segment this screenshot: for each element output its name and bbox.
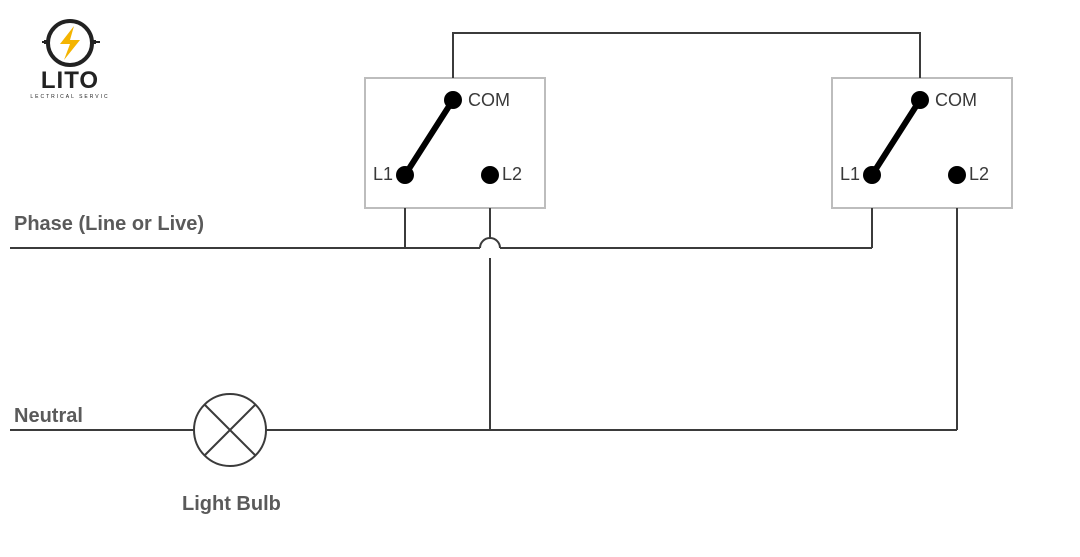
logo-brand-text: LITO — [41, 67, 99, 94]
switch1-l1-label: L1 — [373, 164, 393, 184]
switch2-l2-terminal — [948, 166, 966, 184]
switch2-l1-terminal — [863, 166, 881, 184]
switch1-l1-terminal — [396, 166, 414, 184]
switch1-l2-terminal — [481, 166, 499, 184]
switch2-l1-label: L1 — [840, 164, 860, 184]
switch2-com-terminal — [911, 91, 929, 109]
switch1-l2-label: L2 — [502, 164, 522, 184]
neutral-label: Neutral — [14, 405, 83, 427]
switch1-com-terminal — [444, 91, 462, 109]
phase-line — [10, 238, 872, 248]
two-way-switch-2: COM L1 L2 — [832, 78, 1012, 208]
bulb-label: Light Bulb — [182, 493, 281, 515]
switch2-l2-label: L2 — [969, 164, 989, 184]
light-bulb-symbol — [194, 394, 266, 466]
switch1-com-label: COM — [468, 90, 510, 110]
brand-logo: LITO ELECTRICAL SERVICE — [30, 18, 110, 98]
switch2-com-label: COM — [935, 90, 977, 110]
logo-subtitle: ELECTRICAL SERVICE — [30, 94, 110, 100]
wire-traveller-com — [453, 33, 920, 78]
phase-label: Phase (Line or Live) — [14, 213, 204, 235]
logo-mark — [42, 21, 100, 65]
two-way-switch-1: COM L1 L2 — [365, 78, 545, 208]
wiring-diagram: COM L1 L2 COM L1 L2 Phase (Line or Live)… — [0, 0, 1080, 557]
